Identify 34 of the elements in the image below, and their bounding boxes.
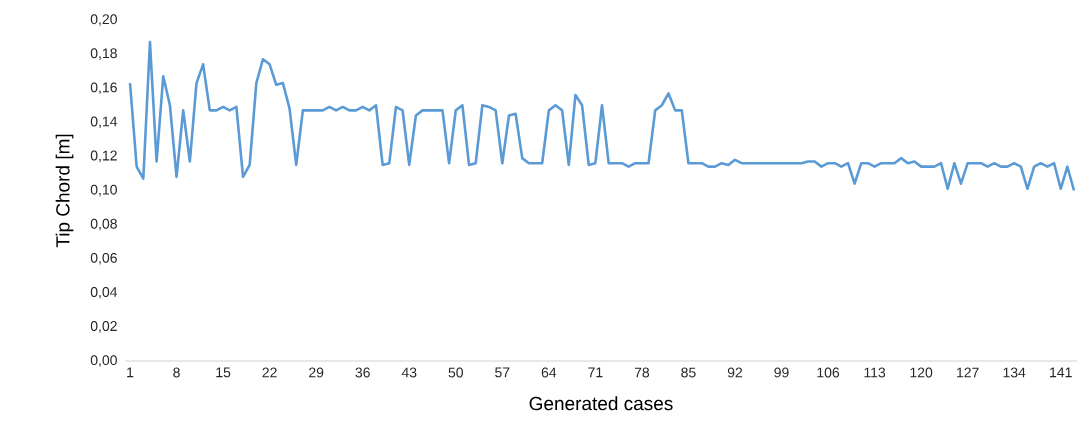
y-tick-label: 0,06	[90, 252, 117, 265]
x-tick-label: 92	[727, 367, 743, 378]
y-tick-label: 0,18	[90, 48, 117, 60]
x-tick-label: 50	[448, 367, 463, 378]
y-tick-label: 0,16	[90, 82, 117, 94]
x-tick-label: 120	[910, 367, 933, 378]
x-tick-label: 22	[262, 367, 277, 378]
x-tick-label: 106	[817, 367, 840, 378]
x-tick-label: 43	[401, 367, 417, 378]
y-tick-label: 0,12	[90, 150, 117, 163]
x-tick-label: 29	[309, 367, 324, 378]
y-tick-label: 0,02	[90, 321, 117, 333]
x-tick-label: 78	[634, 367, 650, 378]
x-tick-label: 134	[1003, 367, 1026, 378]
y-tick-label: 0,04	[90, 287, 118, 299]
x-tick-label: 1	[127, 367, 134, 378]
x-tick-label: 57	[495, 367, 510, 378]
y-tick-label: 0,20	[90, 14, 117, 26]
x-tick-label: 141	[1050, 367, 1072, 378]
y-tick-label: 0,10	[90, 184, 117, 197]
x-tick-label: 127	[957, 367, 979, 378]
x-tick-label: 85	[681, 367, 696, 378]
x-axis-title: Generated cases	[529, 396, 673, 411]
y-tick-label: 0,00	[90, 355, 117, 367]
x-tick-label: 71	[588, 367, 603, 378]
x-tick-label: 36	[355, 367, 370, 378]
x-tick-label: 64	[541, 367, 557, 378]
x-tick-label: 8	[173, 367, 180, 378]
y-tick-label: 0,14	[90, 116, 118, 129]
x-tick-label: 99	[774, 367, 789, 378]
y-axis-title: Tip Chord [m]	[55, 134, 74, 248]
x-tick-label: 15	[216, 367, 231, 378]
y-tick-label: 0,08	[90, 218, 117, 231]
x-tick-label: 113	[864, 367, 886, 378]
